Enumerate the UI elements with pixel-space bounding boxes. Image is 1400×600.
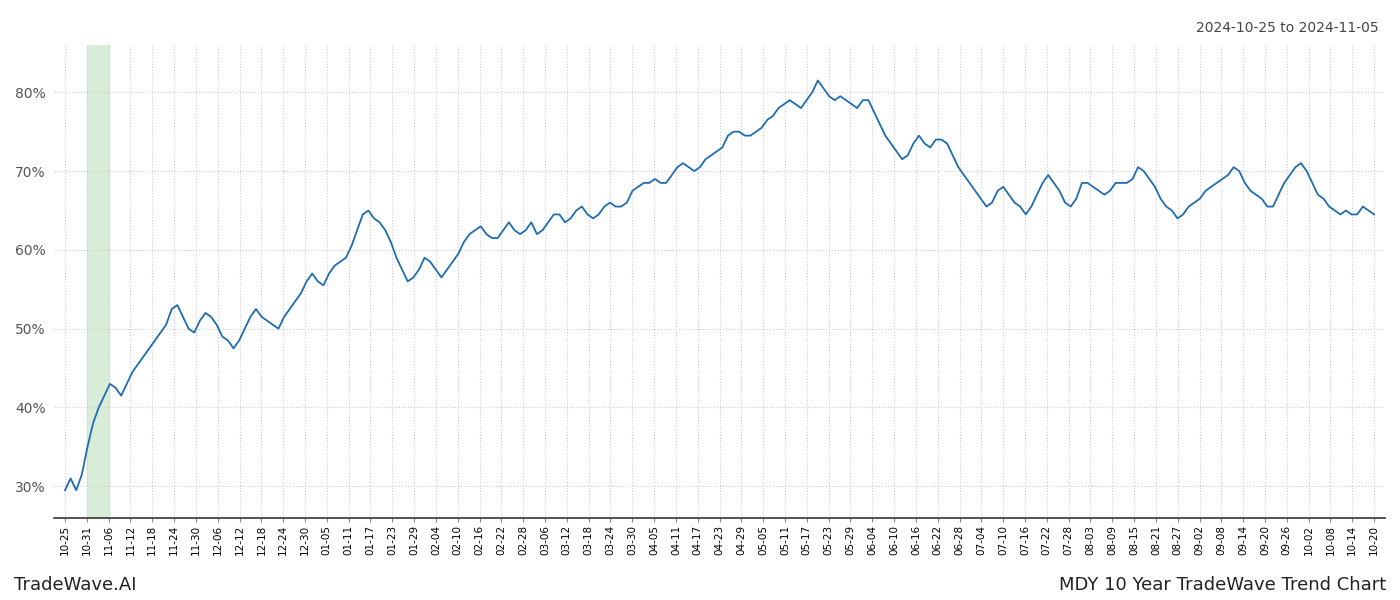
Bar	[87, 45, 109, 518]
Text: TradeWave.AI: TradeWave.AI	[14, 576, 137, 594]
Text: MDY 10 Year TradeWave Trend Chart: MDY 10 Year TradeWave Trend Chart	[1058, 576, 1386, 594]
Text: 2024-10-25 to 2024-11-05: 2024-10-25 to 2024-11-05	[1197, 21, 1379, 35]
